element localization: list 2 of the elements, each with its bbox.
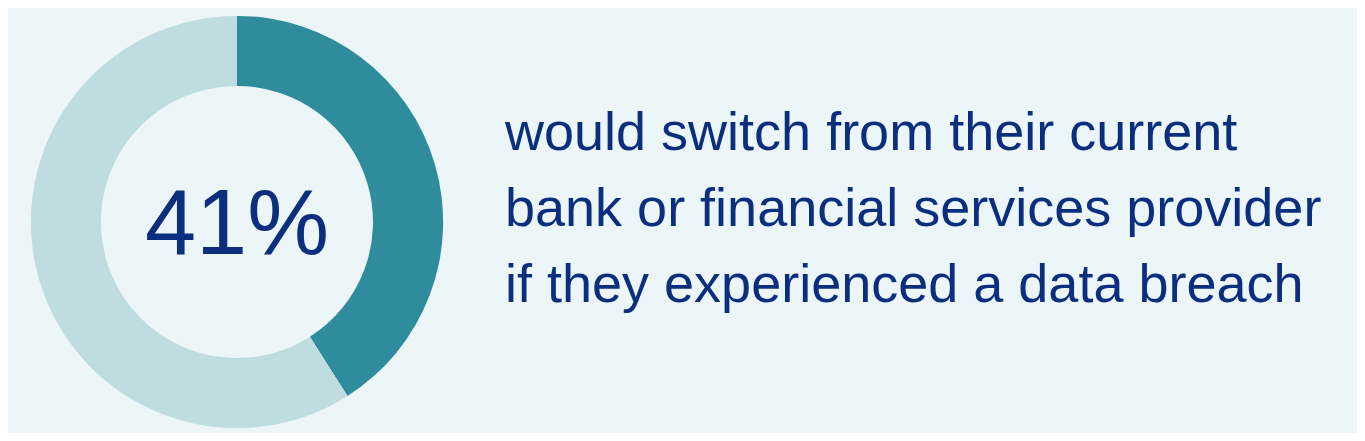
- text: would switch from their current bank or financial services provider if they experienced a data breach: [504, 101, 1337, 313]
- data-label: 41%: [144, 171, 330, 273]
